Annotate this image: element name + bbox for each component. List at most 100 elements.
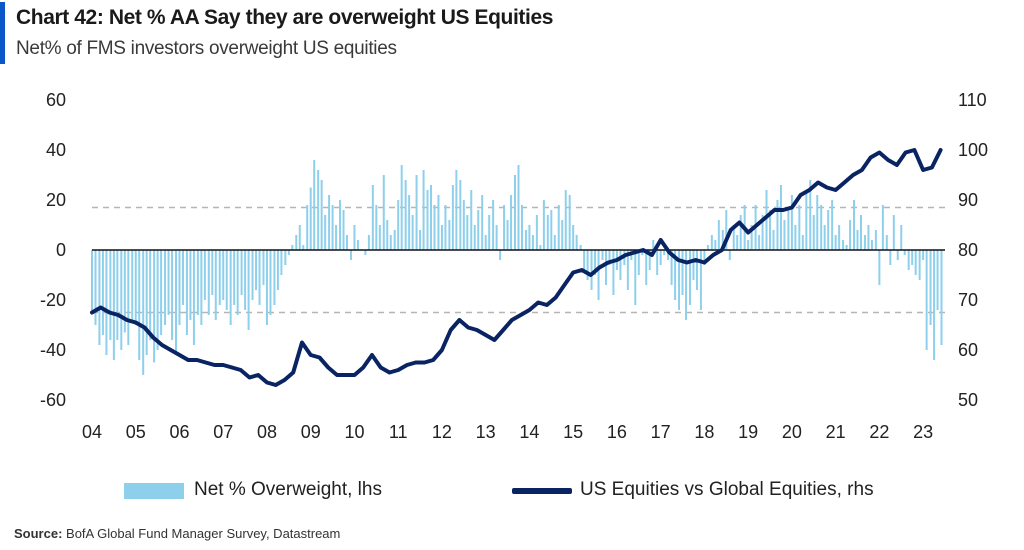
bar: [685, 250, 688, 320]
bar: [601, 250, 604, 260]
line-point: [344, 373, 348, 377]
x-tick-label: 16: [607, 422, 627, 442]
bar: [192, 250, 195, 345]
line-point: [492, 338, 496, 342]
line-point: [431, 358, 435, 362]
y-left-tick-label: 0: [56, 240, 66, 260]
bar: [667, 250, 670, 260]
line-point: [519, 313, 523, 317]
bar: [787, 210, 790, 250]
x-tick-label: 21: [826, 422, 846, 442]
bar: [495, 225, 498, 250]
bar: [929, 250, 932, 325]
x-tick-label: 18: [694, 422, 714, 442]
bar: [473, 225, 476, 250]
chart-title: Chart 42: Net % AA Say they are overweig…: [16, 6, 554, 29]
bar: [339, 200, 342, 250]
line-point: [414, 360, 418, 365]
line-point: [326, 365, 330, 370]
bar: [539, 245, 542, 250]
bar: [349, 250, 352, 260]
bar: [710, 235, 713, 250]
line-point: [676, 258, 680, 262]
line-point: [711, 253, 715, 257]
bar: [470, 190, 473, 250]
line-point: [860, 168, 864, 172]
line-point: [90, 310, 94, 315]
bar: [725, 210, 728, 250]
bar: [922, 250, 925, 260]
bar: [827, 210, 830, 250]
bar: [419, 230, 422, 250]
bar: [612, 250, 615, 295]
line-point: [440, 348, 444, 352]
bar: [207, 250, 210, 315]
y-left-tick-label: -60: [40, 390, 66, 410]
source-text: BofA Global Fund Manager Survey, Datastr…: [66, 526, 341, 541]
x-tick-label: 10: [344, 422, 364, 442]
line-point: [834, 188, 838, 192]
bar: [801, 235, 804, 250]
bar: [783, 220, 786, 250]
bar: [681, 250, 684, 295]
x-tick-label: 17: [651, 422, 671, 442]
bar: [120, 250, 123, 350]
bar: [484, 235, 487, 250]
line-point: [659, 238, 663, 242]
y-right-tick-label: 70: [958, 290, 978, 310]
bar: [404, 180, 407, 250]
line-point: [571, 270, 575, 275]
y-left-tick-label: 60: [46, 90, 66, 110]
bar: [575, 235, 578, 250]
line-point: [580, 268, 584, 272]
line-point: [807, 188, 812, 192]
bar: [648, 250, 651, 270]
x-tick-label: 06: [169, 422, 189, 442]
x-tick-label: 14: [519, 422, 539, 442]
y-left-tick-label: -40: [40, 340, 66, 360]
line-point: [597, 265, 602, 270]
line-point: [729, 228, 733, 232]
bar: [652, 240, 655, 250]
line-point: [160, 343, 164, 347]
bar: [320, 180, 323, 250]
bar: [750, 225, 753, 250]
bar: [302, 245, 305, 250]
bar: [670, 250, 673, 285]
x-tick-label: 05: [126, 422, 146, 442]
bar: [892, 215, 895, 250]
bar: [823, 225, 826, 250]
line-point: [667, 250, 672, 255]
bar: [637, 250, 640, 275]
bar: [732, 225, 735, 250]
bar: [736, 235, 739, 250]
line-point: [886, 158, 890, 162]
bar: [918, 250, 921, 280]
bar: [933, 250, 936, 360]
line-point: [204, 360, 208, 365]
bar: [171, 250, 174, 340]
bar: [153, 250, 156, 363]
line-point: [501, 328, 505, 332]
line-point: [457, 318, 461, 322]
bar: [415, 175, 418, 250]
line-point: [545, 303, 549, 307]
bar: [790, 195, 793, 250]
bar: [298, 225, 301, 250]
x-tick-label: 11: [389, 422, 408, 442]
line-point: [212, 363, 217, 367]
bar: [189, 250, 192, 320]
line-point: [309, 353, 313, 357]
bar: [174, 250, 177, 355]
bar: [375, 205, 378, 250]
bar: [240, 250, 243, 295]
bar: [641, 250, 644, 255]
x-tick-label: 09: [301, 422, 321, 442]
bar: [521, 205, 523, 250]
bar: [674, 250, 677, 300]
bar: [703, 250, 706, 265]
line-point: [134, 320, 138, 325]
line-point: [317, 355, 322, 360]
line-point: [554, 295, 558, 300]
y-right-tick-label: 110: [958, 90, 987, 110]
